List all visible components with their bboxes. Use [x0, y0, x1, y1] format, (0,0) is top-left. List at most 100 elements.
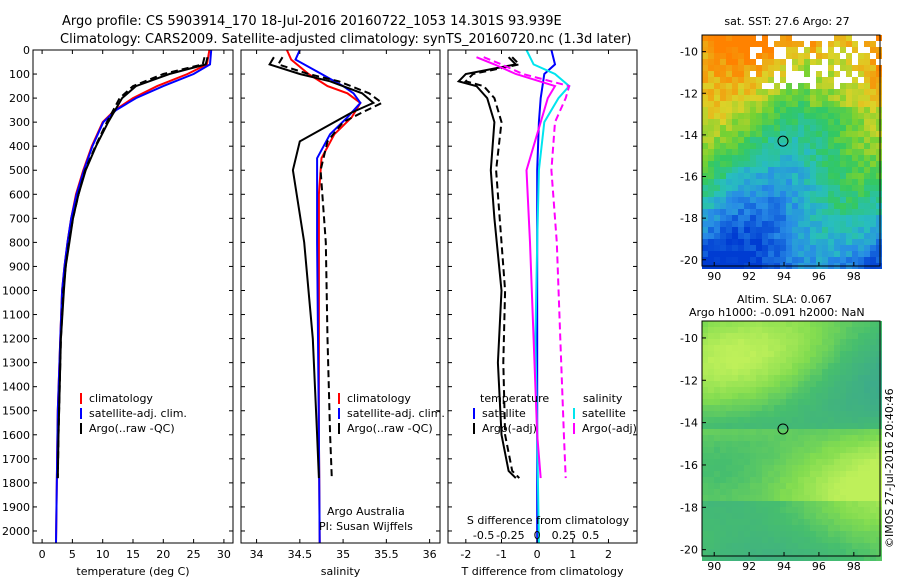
map-cell	[738, 405, 744, 411]
map-cell	[822, 399, 828, 405]
map-cell	[762, 251, 768, 257]
map-cell	[840, 215, 846, 221]
legend-label: satellite-adj. clim.	[89, 407, 187, 420]
map-cell	[732, 53, 738, 59]
map-cell	[846, 143, 852, 149]
map-cell	[792, 173, 798, 179]
map-cell	[798, 423, 804, 429]
map-cell	[732, 245, 738, 251]
map-cell	[858, 501, 864, 507]
map-cell	[816, 321, 822, 327]
map-cell	[768, 239, 774, 245]
map-cell	[798, 227, 804, 233]
map-cell	[738, 465, 744, 471]
map-cell	[804, 161, 810, 167]
x-tick-label: 20	[156, 548, 170, 561]
map-cell	[822, 209, 828, 215]
map-cell	[738, 155, 744, 161]
map-cell	[846, 465, 852, 471]
map-cell	[858, 543, 864, 549]
map-cell	[864, 459, 870, 465]
map-cell	[762, 197, 768, 203]
map-cell	[816, 251, 822, 257]
map-cell	[828, 41, 834, 47]
map-cell	[780, 525, 786, 531]
map-cell	[744, 227, 750, 233]
map-cell	[750, 363, 756, 369]
map-cell	[846, 459, 852, 465]
map-cell	[858, 125, 864, 131]
map-cell	[828, 543, 834, 549]
map-cell	[852, 215, 858, 221]
map-cell	[840, 381, 846, 387]
map-cell	[870, 519, 876, 525]
map-cell	[762, 35, 768, 41]
map-cell	[762, 155, 768, 161]
map-cell	[822, 251, 828, 257]
map-cell	[810, 221, 816, 227]
map-cell	[792, 513, 798, 519]
map-cell	[870, 131, 876, 137]
map-cell	[840, 35, 846, 41]
map-cell	[750, 531, 756, 537]
map-cell	[768, 495, 774, 501]
map-cell	[846, 89, 852, 95]
map-cell	[780, 173, 786, 179]
map-cell	[756, 239, 762, 245]
map-cell	[834, 245, 840, 251]
map-cell	[804, 489, 810, 495]
map-cell	[834, 525, 840, 531]
y-tick-label: 1100	[2, 309, 30, 322]
map-cell	[702, 393, 708, 399]
map-cell	[876, 71, 882, 77]
map-cell	[762, 447, 768, 453]
map-cell	[720, 191, 726, 197]
map-cell	[816, 399, 822, 405]
map-cell	[702, 543, 708, 549]
map-cell	[750, 155, 756, 161]
map-cell	[828, 399, 834, 405]
map-cell	[756, 435, 762, 441]
map-cell	[804, 339, 810, 345]
map-cell	[732, 327, 738, 333]
map-cell	[840, 245, 846, 251]
map-cell	[852, 83, 858, 89]
y-tick-label: 100	[9, 68, 30, 81]
map-cell	[702, 251, 708, 257]
map-cell	[798, 543, 804, 549]
map-cell	[816, 149, 822, 155]
map-cell	[822, 203, 828, 209]
map-cell	[864, 71, 870, 77]
map-cell	[762, 453, 768, 459]
map-cell	[816, 197, 822, 203]
map-cell	[714, 369, 720, 375]
map-cell	[798, 519, 804, 525]
map-cell	[828, 339, 834, 345]
map-cell	[768, 191, 774, 197]
map-cell	[804, 101, 810, 107]
map-cell	[840, 89, 846, 95]
map-cell	[726, 387, 732, 393]
map-cell	[768, 543, 774, 549]
y-tick-label: -12	[680, 374, 698, 387]
map-cell	[732, 167, 738, 173]
map-cell	[828, 47, 834, 53]
map-cell	[864, 489, 870, 495]
map-cell	[876, 327, 882, 333]
map-cell	[708, 65, 714, 71]
map-cell	[780, 179, 786, 185]
map-cell	[828, 555, 834, 561]
map-cell	[762, 101, 768, 107]
map-cell	[720, 381, 726, 387]
map-cell	[828, 251, 834, 257]
map-cell	[816, 483, 822, 489]
map-cell	[738, 339, 744, 345]
map-cell	[870, 483, 876, 489]
map-cell	[720, 453, 726, 459]
map-cell	[852, 167, 858, 173]
map-cell	[804, 417, 810, 423]
map-cell	[828, 321, 834, 327]
map-cell	[828, 155, 834, 161]
map-cell	[702, 89, 708, 95]
map-cell	[852, 107, 858, 113]
